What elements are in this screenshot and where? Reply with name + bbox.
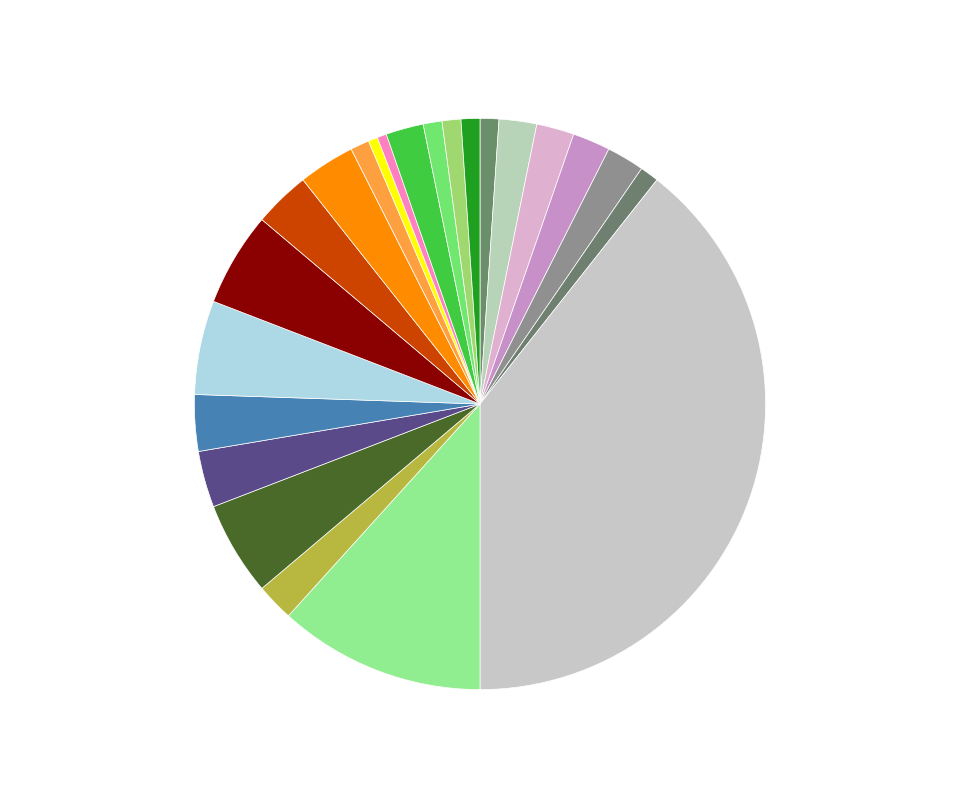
Wedge shape [369, 138, 480, 404]
Wedge shape [194, 394, 480, 451]
Wedge shape [480, 169, 657, 404]
Wedge shape [262, 180, 480, 404]
Wedge shape [199, 404, 480, 506]
Wedge shape [480, 180, 765, 690]
Wedge shape [480, 149, 641, 404]
Wedge shape [351, 141, 480, 404]
Wedge shape [377, 134, 480, 404]
Wedge shape [386, 124, 480, 404]
Wedge shape [195, 302, 480, 404]
Wedge shape [480, 119, 537, 404]
Wedge shape [442, 119, 480, 404]
Wedge shape [213, 404, 480, 588]
Wedge shape [423, 121, 480, 404]
Wedge shape [461, 118, 480, 404]
Wedge shape [480, 134, 609, 404]
Wedge shape [480, 118, 499, 404]
Wedge shape [288, 404, 480, 690]
Wedge shape [480, 124, 574, 404]
Wedge shape [213, 220, 480, 404]
Wedge shape [262, 404, 480, 616]
Wedge shape [303, 149, 480, 404]
